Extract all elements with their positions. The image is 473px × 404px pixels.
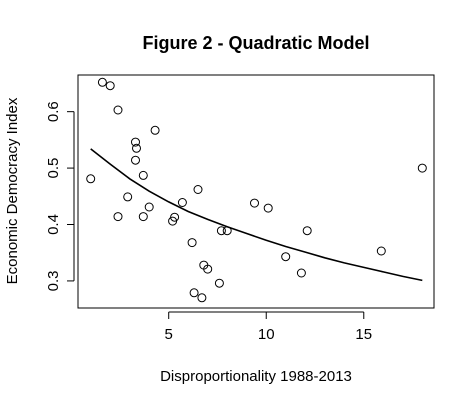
data-point <box>131 155 140 165</box>
data-point <box>97 77 107 87</box>
data-point <box>222 226 232 236</box>
data-point <box>131 137 140 147</box>
x-tick-label: 15 <box>355 326 372 343</box>
data-point <box>105 81 115 91</box>
data-point <box>113 212 123 222</box>
data-point <box>113 105 123 115</box>
y-tick-label: 0.3 <box>45 270 62 291</box>
data-point <box>263 203 273 213</box>
data-point <box>302 226 312 236</box>
data-point <box>123 192 133 202</box>
data-point <box>376 246 386 256</box>
data-point <box>281 252 291 262</box>
y-tick-label: 0.5 <box>45 158 62 179</box>
plot-frame <box>77 74 435 309</box>
x-tick-label: 5 <box>165 326 173 343</box>
data-point <box>189 288 199 298</box>
data-point <box>193 185 203 194</box>
x-tick-label: 10 <box>258 326 275 343</box>
data-point <box>203 264 213 274</box>
data-point <box>86 174 96 184</box>
data-point <box>296 268 306 278</box>
data-point <box>144 202 154 212</box>
data-point <box>216 226 226 236</box>
y-axis: 0.3 0.4 0.5 0.6 <box>45 101 75 291</box>
data-point <box>132 143 141 153</box>
data-points <box>86 77 427 303</box>
chart-title: Figure 2 - Quadratic Model <box>142 33 369 53</box>
y-axis-label: Economic Democracy Index <box>4 97 21 284</box>
data-point <box>177 198 187 207</box>
data-point <box>417 163 427 173</box>
data-point <box>214 278 224 288</box>
data-point <box>187 238 197 248</box>
data-point <box>138 212 148 222</box>
y-tick-label: 0.4 <box>45 214 62 235</box>
data-point <box>197 293 207 303</box>
quadratic-fit-line <box>90 148 423 282</box>
data-point <box>170 212 180 222</box>
data-point <box>250 198 259 208</box>
x-axis: 5 10 15 <box>165 311 372 343</box>
data-point <box>150 125 160 135</box>
y-tick-label: 0.6 <box>45 101 62 122</box>
x-axis-label: Disproportionality 1988-2013 <box>160 368 352 385</box>
data-point <box>138 170 148 180</box>
